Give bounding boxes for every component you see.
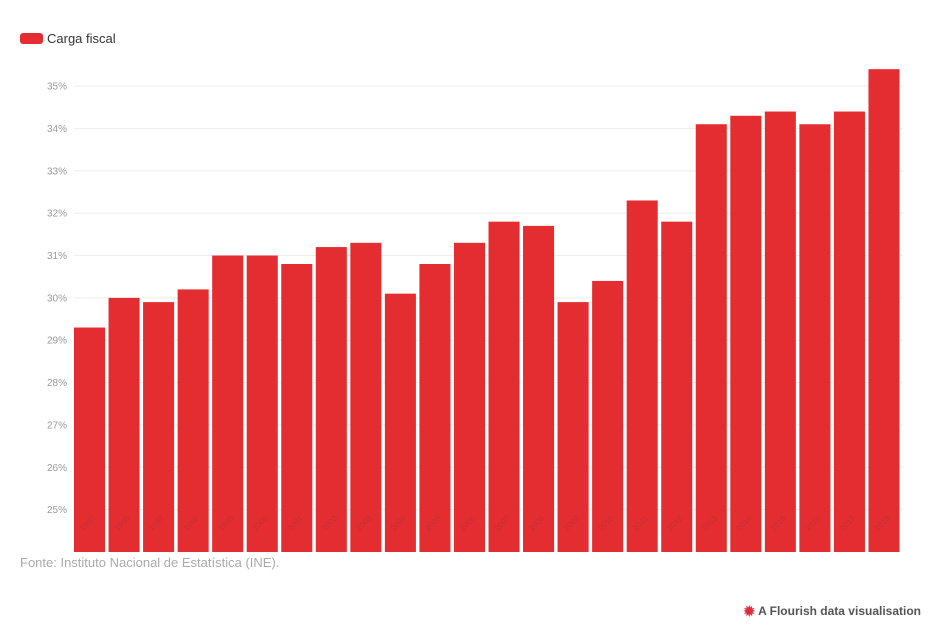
bar-2004[interactable]: [384, 293, 416, 552]
flourish-logo-icon: ✹: [743, 603, 756, 619]
bar-2006[interactable]: [453, 242, 485, 552]
bar-2003[interactable]: [350, 242, 382, 552]
bar-2009[interactable]: [557, 302, 589, 552]
bar-2008[interactable]: [523, 225, 555, 552]
y-axis: 25% 26% 27% 28% 29% 30% 31% 32% 33% 34% 35%: [47, 82, 67, 517]
y-tick-label: 26%: [47, 463, 67, 474]
legend-swatch: [20, 33, 43, 44]
bar-2013[interactable]: [695, 124, 727, 553]
legend-label: Carga fiscal: [47, 31, 116, 46]
source-note: Fonte: Instituto Nacional de Estatística…: [20, 555, 280, 570]
bar-1995[interactable]: [74, 327, 106, 552]
bar-1996[interactable]: [108, 297, 140, 552]
bar-1999[interactable]: [212, 255, 244, 552]
bar-2017[interactable]: [833, 111, 865, 552]
bar-2016[interactable]: [799, 124, 831, 553]
y-tick-label: 29%: [47, 336, 67, 347]
y-tick-label: 32%: [47, 209, 67, 220]
bar-2010[interactable]: [592, 280, 624, 552]
y-tick-label: 34%: [47, 124, 67, 135]
bar-2001[interactable]: [281, 264, 313, 552]
credit-label: A Flourish data visualisation: [758, 604, 921, 618]
y-tick-label: 30%: [47, 293, 67, 304]
y-tick-label: 27%: [47, 420, 67, 431]
bar-2002[interactable]: [315, 247, 347, 552]
bar-2000[interactable]: [246, 255, 278, 552]
y-tick-label: 33%: [47, 166, 67, 177]
y-tick-label: 28%: [47, 378, 67, 389]
bar-2014[interactable]: [730, 115, 762, 552]
bars: 1995 1996 1997 1998 1999 2000 2001 2002 2003 2004…: [74, 69, 900, 553]
bar-2015[interactable]: [764, 111, 796, 552]
bar-2018[interactable]: [868, 69, 900, 553]
y-tick-label: 35%: [47, 82, 67, 93]
y-tick-label: 25%: [47, 505, 67, 516]
bar-1997[interactable]: [143, 302, 175, 552]
bar-2005[interactable]: [419, 264, 451, 552]
bar-2011[interactable]: [626, 200, 658, 552]
bar-2012[interactable]: [661, 221, 693, 552]
flourish-credit[interactable]: ✹ A Flourish data visualisation: [743, 604, 921, 618]
y-tick-label: 31%: [47, 251, 67, 262]
bar-1998[interactable]: [177, 289, 209, 552]
bar-2007[interactable]: [488, 221, 520, 552]
legend[interactable]: Carga fiscal: [20, 31, 116, 46]
